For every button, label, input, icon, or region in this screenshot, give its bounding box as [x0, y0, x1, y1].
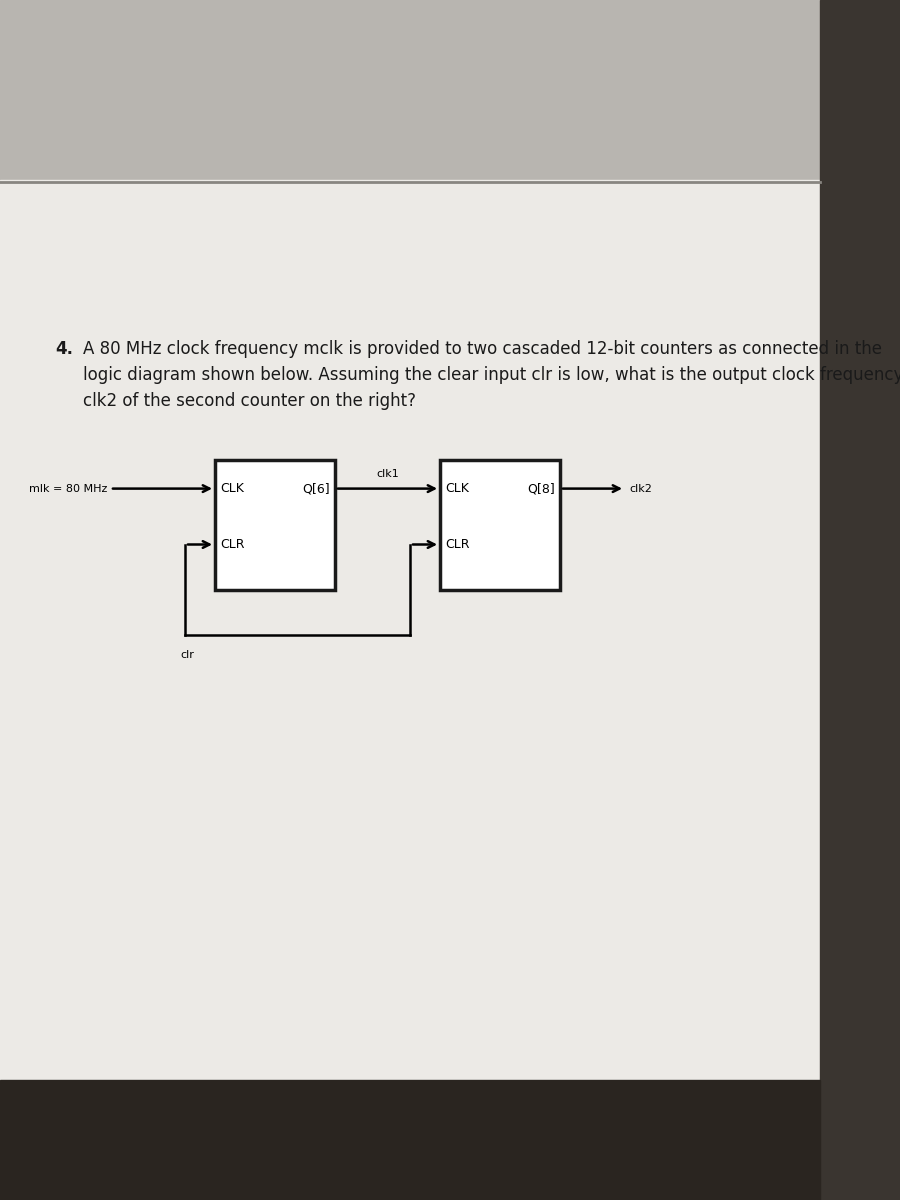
Text: CLR: CLR	[220, 538, 245, 551]
Text: Q[8]: Q[8]	[527, 482, 555, 496]
Bar	[0, 1080, 820, 1200]
Bar	[0, 0, 900, 180]
Text: Q[6]: Q[6]	[302, 482, 330, 496]
Text: A 80 MHz clock frequency mclk is provided to two cascaded 12-bit counters as con: A 80 MHz clock frequency mclk is provide…	[83, 340, 882, 358]
Text: clr: clr	[180, 650, 194, 660]
Text: CLK: CLK	[445, 482, 469, 496]
Text: clk2: clk2	[629, 484, 652, 493]
Bar	[215, 460, 335, 590]
Text: CLR: CLR	[445, 538, 470, 551]
Text: mlk = 80 MHz: mlk = 80 MHz	[29, 484, 107, 493]
Text: CLK: CLK	[220, 482, 244, 496]
Bar	[0, 180, 820, 1080]
Text: clk2 of the second counter on the right?: clk2 of the second counter on the right?	[83, 392, 416, 410]
Bar	[820, 0, 900, 1200]
Text: clk1: clk1	[376, 468, 399, 479]
Text: logic diagram shown below. Assuming the clear input clr is low, what is the outp: logic diagram shown below. Assuming the …	[83, 366, 900, 384]
Bar	[440, 460, 560, 590]
Text: 4.: 4.	[55, 340, 73, 358]
